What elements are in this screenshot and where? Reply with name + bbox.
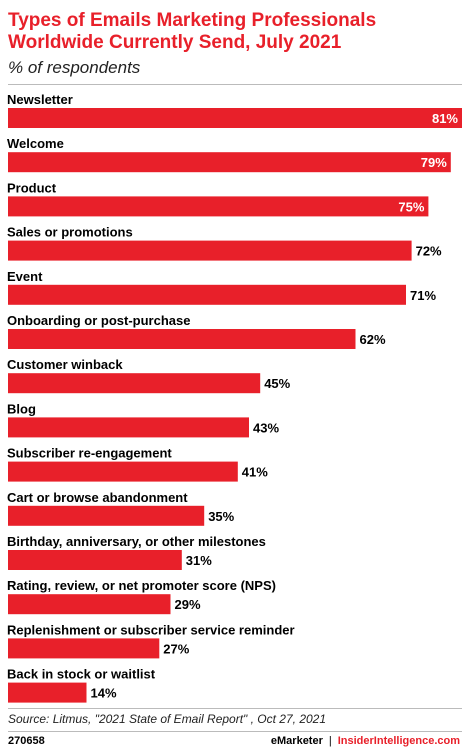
- category-label: Back in stock or waitlist: [7, 667, 156, 682]
- category-label: Birthday, anniversary, or other mileston…: [7, 534, 266, 549]
- category-label: Blog: [7, 401, 36, 416]
- footer-divider: [8, 731, 462, 732]
- value-label: 62%: [360, 332, 386, 347]
- value-label: 14%: [91, 686, 117, 701]
- chart-title: Types of Emails Marketing Professionals …: [8, 10, 377, 53]
- brand-credit: eMarketer | InsiderIntelligence.com: [271, 735, 460, 747]
- category-label: Cart or browse abandonment: [7, 490, 188, 505]
- value-label: 27%: [163, 641, 189, 656]
- category-label: Rating, review, or net promoter score (N…: [7, 578, 276, 593]
- source-note: Source: Litmus, "2021 State of Email Rep…: [8, 712, 327, 726]
- bar: [8, 594, 171, 615]
- value-label: 72%: [416, 244, 442, 259]
- bar: [8, 417, 249, 438]
- chart-id: 270658: [8, 735, 45, 747]
- brand-separator: |: [328, 735, 332, 747]
- category-label: Newsletter: [7, 92, 73, 107]
- bar: [8, 108, 462, 128]
- value-label: 81%: [432, 111, 458, 126]
- top-divider: [8, 84, 462, 85]
- value-label: 41%: [242, 465, 268, 480]
- value-label: 79%: [421, 155, 447, 170]
- category-label: Event: [7, 269, 43, 284]
- category-label: Replenishment or subscriber service remi…: [7, 622, 295, 637]
- bar: [8, 682, 87, 703]
- category-label: Welcome: [7, 136, 64, 151]
- bar: [8, 196, 429, 217]
- value-label: 43%: [253, 420, 279, 435]
- chart-subtitle: % of respondents: [8, 58, 141, 77]
- bar: [8, 505, 205, 526]
- bottom-divider: [8, 708, 462, 709]
- bar: [8, 284, 406, 305]
- bar: [8, 240, 412, 261]
- value-label: 45%: [264, 376, 290, 391]
- value-label: 31%: [186, 553, 212, 568]
- bar: [8, 461, 238, 482]
- category-label: Sales or promotions: [7, 225, 133, 240]
- brand-insider-link[interactable]: InsiderIntelligence.com: [337, 735, 460, 747]
- category-label: Subscriber re-engagement: [7, 446, 172, 461]
- value-label: 35%: [208, 509, 234, 524]
- value-label: 75%: [398, 199, 424, 214]
- bar: [8, 152, 451, 173]
- brand-emarketer: eMarketer: [270, 735, 323, 747]
- bar: [8, 550, 182, 570]
- bar: [8, 373, 261, 394]
- value-label: 29%: [175, 597, 201, 612]
- value-label: 71%: [410, 288, 436, 303]
- bar: [8, 638, 160, 659]
- category-label: Onboarding or post-purchase: [7, 313, 190, 328]
- category-label: Customer winback: [7, 357, 123, 372]
- category-label: Product: [7, 180, 57, 195]
- bar: [8, 329, 356, 349]
